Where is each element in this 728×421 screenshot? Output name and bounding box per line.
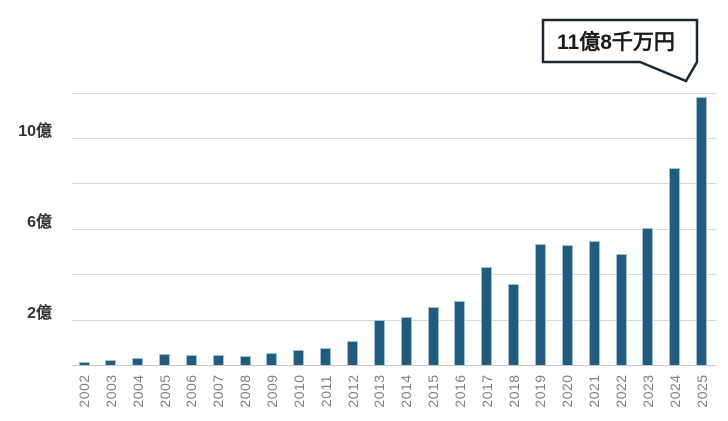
bar-2025 [696, 97, 707, 365]
bar-2009 [266, 353, 277, 365]
x-tick-label-2022: 2022 [613, 374, 629, 408]
x-tick-label-2013: 2013 [371, 374, 387, 408]
callout-bubble-shape [541, 18, 699, 83]
bar-2004 [132, 358, 143, 365]
bar-2012 [347, 341, 358, 365]
x-tick-label-2004: 2004 [130, 374, 146, 408]
x-tick-label-2006: 2006 [183, 374, 199, 408]
bar-2005 [159, 354, 170, 365]
bar-2002 [79, 362, 90, 365]
gridline-8 [72, 183, 716, 184]
x-tick-label-2015: 2015 [425, 374, 441, 408]
bar-2016 [454, 301, 465, 365]
x-tick-label-2011: 2011 [318, 374, 334, 408]
y-tick-label-10: 10億 [18, 123, 52, 140]
x-tick-label-2023: 2023 [640, 374, 656, 408]
x-tick-label-2008: 2008 [237, 374, 253, 408]
x-tick-label-2016: 2016 [452, 374, 468, 408]
x-tick-label-2020: 2020 [559, 374, 575, 408]
y-tick-label-6: 6億 [27, 214, 52, 231]
bar-2020 [562, 245, 573, 365]
x-tick-label-2002: 2002 [76, 374, 92, 408]
bar-2010 [293, 350, 304, 365]
x-tick-label-2019: 2019 [532, 374, 548, 408]
x-tick-label-2005: 2005 [157, 374, 173, 408]
bar-2006 [186, 355, 197, 365]
gridline-4 [72, 274, 716, 275]
bar-2021 [589, 241, 600, 365]
x-tick-label-2025: 2025 [694, 374, 710, 408]
x-tick-label-2009: 2009 [264, 374, 280, 408]
bar-2022 [616, 254, 627, 365]
gridline-12 [72, 93, 716, 94]
bar-2011 [320, 348, 331, 365]
bar-2018 [508, 284, 519, 365]
bar-2008 [240, 356, 251, 365]
bar-2024 [669, 168, 680, 365]
x-axis-line [72, 365, 716, 366]
gridline-10 [72, 138, 716, 139]
x-tick-label-2017: 2017 [479, 374, 495, 408]
bar-2014 [401, 317, 412, 365]
callout-text: 11億8千万円 [557, 30, 675, 54]
bar-2019 [535, 244, 546, 365]
x-tick-label-2007: 2007 [210, 374, 226, 408]
x-tick-label-2018: 2018 [506, 374, 522, 408]
bar-2013 [374, 320, 385, 365]
x-tick-label-2014: 2014 [398, 374, 414, 408]
bar-2015 [428, 307, 439, 365]
x-tick-label-2010: 2010 [291, 374, 307, 408]
bar-2007 [213, 355, 224, 365]
bar-2003 [105, 360, 116, 365]
x-tick-label-2021: 2021 [586, 374, 602, 408]
gridline-6 [72, 229, 716, 230]
bar-2017 [481, 267, 492, 365]
x-tick-label-2003: 2003 [103, 374, 119, 408]
bar-2023 [642, 228, 653, 365]
y-tick-label-2: 2億 [27, 305, 52, 322]
x-tick-label-2024: 2024 [667, 374, 683, 408]
gridline-2 [72, 320, 716, 321]
x-tick-label-2012: 2012 [345, 374, 361, 408]
